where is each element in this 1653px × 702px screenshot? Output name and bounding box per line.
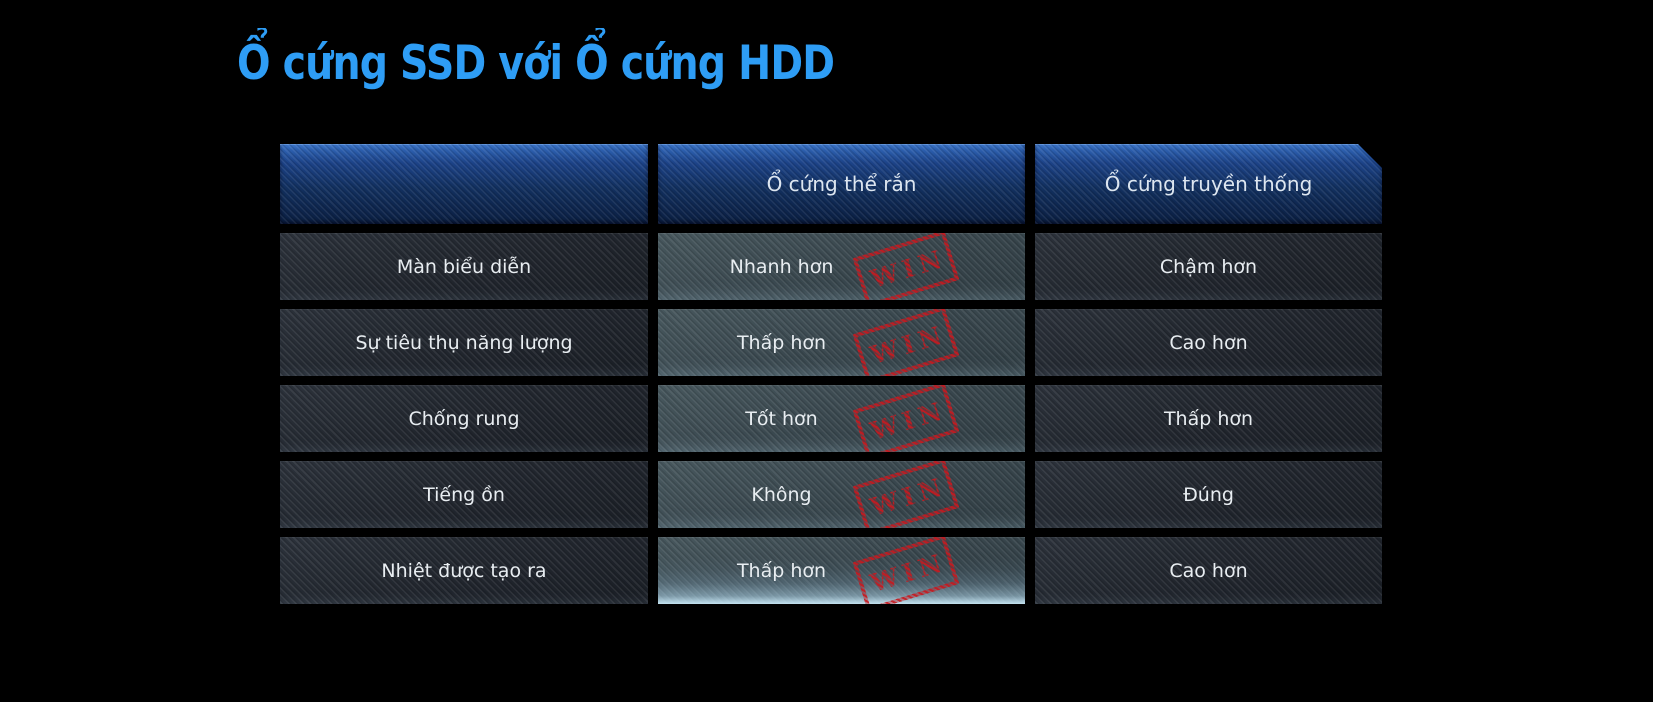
hdd-cell: Cao hơn (1035, 537, 1382, 604)
ssd-value: Tốt hơn (745, 407, 818, 430)
win-stamp: WIN (852, 233, 960, 300)
hdd-cell: Đúng (1035, 461, 1382, 528)
hdd-value: Chậm hơn (1159, 255, 1258, 278)
win-stamp: WIN (852, 385, 960, 452)
criterion-cell: Tiếng ồn (280, 461, 648, 528)
win-stamp-text: WIN (867, 394, 950, 445)
header-cell-empty (280, 144, 648, 224)
ssd-cell: Nhanh hơn WIN (658, 233, 1025, 300)
hdd-cell: Cao hơn (1035, 309, 1382, 376)
ssd-cell: Thấp hơn WIN (658, 309, 1025, 376)
header-cell-ssd: Ổ cứng thể rắn (658, 144, 1025, 224)
ssd-value: Nhanh hơn (729, 255, 834, 278)
criterion-cell: Sự tiêu thụ năng lượng (280, 309, 648, 376)
header-label-ssd: Ổ cứng thể rắn (766, 172, 917, 196)
criterion-label: Tiếng ồn (423, 483, 505, 506)
win-stamp: WIN (852, 309, 960, 376)
criterion-label: Chống rung (408, 407, 520, 430)
ssd-cell: Tốt hơn WIN (658, 385, 1025, 452)
page-title: Ổ cứng SSD với Ổ cứng HDD (237, 36, 835, 91)
criterion-label: Nhiệt được tạo ra (381, 559, 547, 582)
header-cell-hdd: Ổ cứng truyền thống (1035, 144, 1382, 224)
comparison-table: Ổ cứng thể rắn Ổ cứng truyền thống Màn b… (280, 144, 1382, 604)
hdd-value: Cao hơn (1169, 559, 1248, 582)
criterion-label: Màn biểu diễn (396, 255, 532, 278)
hdd-value: Cao hơn (1169, 331, 1248, 354)
win-stamp-text: WIN (867, 242, 950, 293)
criterion-cell: Màn biểu diễn (280, 233, 648, 300)
ssd-value: Không (751, 483, 812, 506)
ssd-value: Thấp hơn (736, 331, 827, 354)
criterion-cell: Nhiệt được tạo ra (280, 537, 648, 604)
criterion-label: Sự tiêu thụ năng lượng (355, 331, 573, 354)
win-stamp-text: WIN (867, 318, 950, 369)
win-stamp-text: WIN (867, 470, 950, 521)
ssd-value: Thấp hơn (736, 559, 827, 582)
ssd-cell: Không WIN (658, 461, 1025, 528)
win-stamp: WIN (852, 537, 960, 604)
win-stamp: WIN (852, 461, 960, 528)
win-stamp-text: WIN (867, 546, 950, 597)
criterion-cell: Chống rung (280, 385, 648, 452)
header-label-hdd: Ổ cứng truyền thống (1104, 172, 1313, 196)
hdd-cell: Thấp hơn (1035, 385, 1382, 452)
hdd-value: Đúng (1183, 483, 1234, 506)
hdd-value: Thấp hơn (1163, 407, 1254, 430)
ssd-cell: Thấp hơn WIN (658, 537, 1025, 604)
hdd-cell: Chậm hơn (1035, 233, 1382, 300)
